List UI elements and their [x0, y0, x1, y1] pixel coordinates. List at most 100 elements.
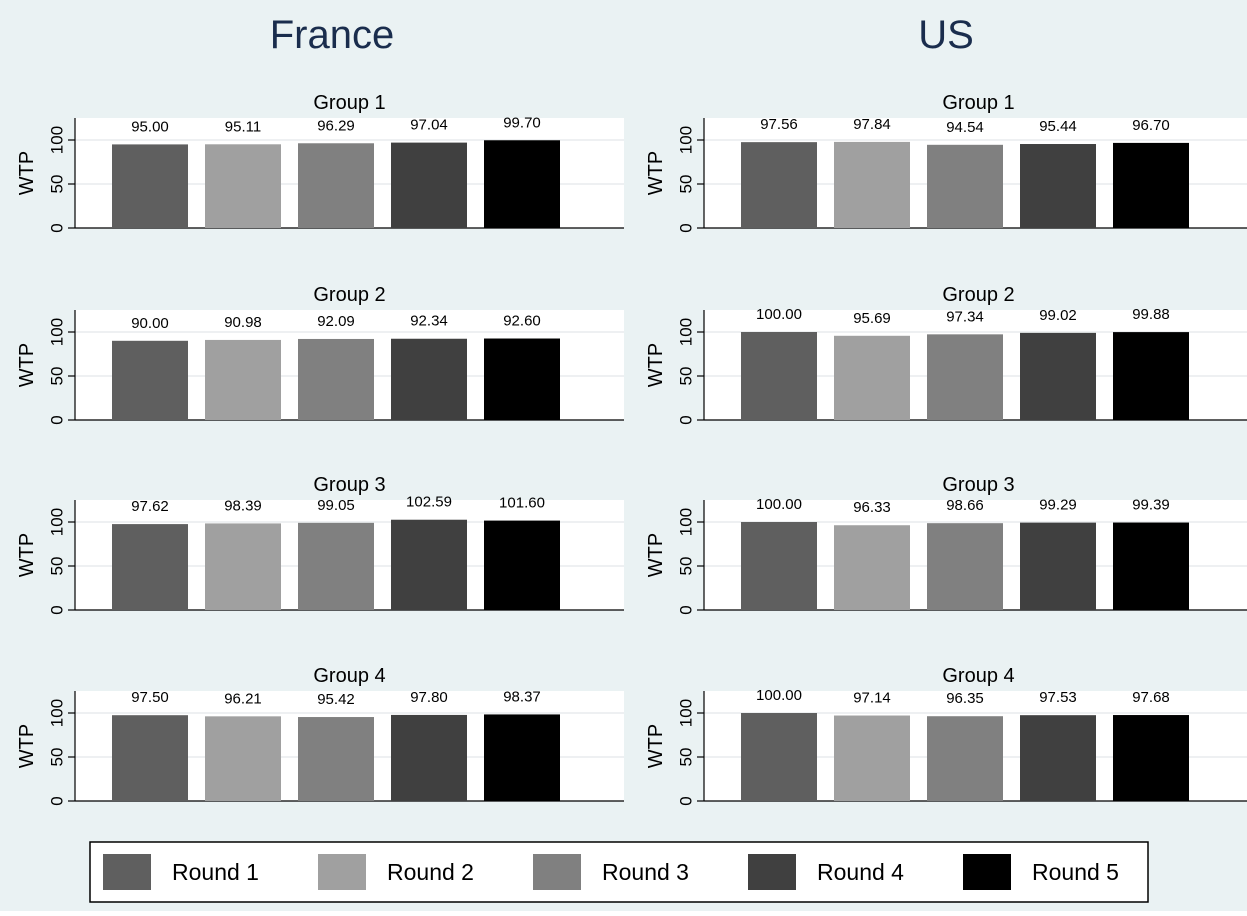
panel-right-1: US 0 50 100 WTP Group 1 97.56 97.84 94.54 95.44 96…	[645, 13, 1247, 233]
y-tick-label: 100	[48, 699, 67, 727]
bar-round-3	[927, 144, 1003, 228]
bar-value-label: 95.11	[225, 118, 261, 135]
panel-subtitle: Group 2	[942, 284, 1014, 306]
legend-swatch	[963, 854, 1011, 890]
bar-value-label: 97.80	[410, 689, 448, 706]
bar-value-label: 102.59	[406, 494, 452, 511]
y-tick-label: 0	[48, 605, 67, 614]
panel-subtitle: Group 4	[313, 665, 385, 687]
bar-value-label: 100.00	[756, 687, 802, 704]
bar-round-2	[205, 716, 281, 801]
bar-round-4	[1020, 332, 1096, 420]
y-tick-label: 0	[48, 796, 67, 805]
bar-value-label: 101.60	[499, 495, 545, 512]
column-title: US	[918, 13, 974, 57]
bar-value-label: 96.70	[1132, 117, 1170, 134]
bar-round-3	[298, 338, 374, 420]
bar-value-label: 96.21	[224, 690, 262, 707]
bar-value-label: 90.98	[224, 314, 262, 331]
y-axis-label: WTP	[16, 533, 38, 577]
bar-round-2	[834, 335, 910, 420]
y-tick-label: 100	[677, 318, 696, 346]
bar-value-label: 92.34	[410, 313, 448, 330]
column-title: France	[270, 13, 395, 57]
bar-value-label: 96.33	[853, 499, 891, 516]
y-tick-label: 100	[677, 508, 696, 536]
bar-round-5	[484, 714, 560, 801]
y-axis-label: WTP	[645, 151, 667, 195]
panel-subtitle: Group 2	[313, 284, 385, 306]
bar-round-2	[205, 144, 281, 228]
y-axis-label: WTP	[645, 724, 667, 768]
bar-value-label: 99.70	[503, 114, 541, 131]
bar-value-label: 90.00	[131, 315, 169, 332]
panel-subtitle: Group 3	[942, 474, 1014, 496]
bar-value-label: 99.05	[317, 497, 355, 514]
bar-value-label: 97.50	[131, 689, 169, 706]
y-tick-label: 0	[48, 223, 67, 232]
bar-round-2	[205, 339, 281, 420]
bar-value-label: 92.09	[317, 313, 355, 330]
y-tick-label: 0	[677, 605, 696, 614]
bar-round-3	[927, 716, 1003, 801]
bar-value-label: 96.35	[946, 690, 984, 707]
bar-value-label: 92.60	[503, 313, 541, 330]
legend-label: Round 5	[1032, 859, 1119, 885]
bar-value-label: 95.42	[317, 691, 355, 708]
panel-left-1: France 0 50 100 WTP Group 1 95.00 95.11 96.29 97.…	[16, 13, 624, 233]
bar-value-label: 99.02	[1039, 307, 1077, 324]
y-tick-label: 100	[48, 126, 67, 154]
legend-swatch	[103, 854, 151, 890]
bar-round-3	[298, 717, 374, 801]
legend-swatch	[533, 854, 581, 890]
bar-value-label: 97.53	[1039, 689, 1077, 706]
y-tick-label: 50	[48, 748, 67, 767]
bar-value-label: 97.84	[853, 116, 891, 133]
y-tick-label: 100	[48, 318, 67, 346]
bar-round-4	[391, 142, 467, 228]
bar-round-5	[1113, 522, 1189, 610]
legend-label: Round 2	[387, 859, 474, 885]
y-axis-label: WTP	[16, 724, 38, 768]
panel-left-2: 0 50 100 WTP Group 2 90.00 90.98 92.09 92.34 92.6…	[16, 284, 624, 425]
bar-round-1	[741, 332, 817, 420]
bar-value-label: 98.37	[503, 688, 541, 705]
panel-subtitle: Group 3	[313, 474, 385, 496]
y-tick-label: 50	[48, 175, 67, 194]
panel-left-3: 0 50 100 WTP Group 3 97.62 98.39 99.05 102.59 101…	[16, 474, 624, 615]
bar-round-1	[112, 715, 188, 801]
y-tick-label: 50	[677, 748, 696, 767]
panels: France 0 50 100 WTP Group 1 95.00 95.11 96.29 97.…	[16, 13, 1247, 806]
bar-round-5	[484, 140, 560, 228]
y-axis-label: WTP	[16, 151, 38, 195]
bar-round-5	[1113, 142, 1189, 228]
y-axis-label: WTP	[16, 343, 38, 387]
bar-round-2	[205, 523, 281, 610]
bar-value-label: 97.56	[760, 116, 798, 133]
y-tick-label: 50	[677, 367, 696, 386]
y-axis-label: WTP	[645, 533, 667, 577]
bar-round-2	[834, 141, 910, 228]
y-tick-label: 100	[48, 508, 67, 536]
y-tick-label: 50	[48, 557, 67, 576]
legend-swatch	[748, 854, 796, 890]
bar-round-3	[298, 522, 374, 610]
bar-round-4	[391, 338, 467, 420]
legend-label: Round 1	[172, 859, 259, 885]
bar-round-3	[298, 143, 374, 228]
bar-value-label: 95.69	[853, 310, 891, 327]
y-tick-label: 100	[677, 699, 696, 727]
bar-round-4	[1020, 522, 1096, 610]
bar-round-1	[741, 142, 817, 228]
panel-right-4: 0 50 100 WTP Group 4 100.00 97.14 96.35 97.53 97.…	[645, 665, 1247, 806]
bar-round-4	[1020, 715, 1096, 801]
bar-value-label: 97.04	[410, 117, 448, 134]
y-tick-label: 50	[677, 175, 696, 194]
bar-value-label: 97.14	[853, 690, 891, 707]
panel-right-3: 0 50 100 WTP Group 3 100.00 96.33 98.66 99.29 99.…	[645, 474, 1247, 615]
bar-value-label: 99.29	[1039, 497, 1077, 514]
bar-value-label: 95.00	[131, 118, 169, 135]
y-tick-label: 0	[48, 415, 67, 424]
bar-round-1	[741, 713, 817, 801]
panel-subtitle: Group 1	[942, 92, 1014, 114]
